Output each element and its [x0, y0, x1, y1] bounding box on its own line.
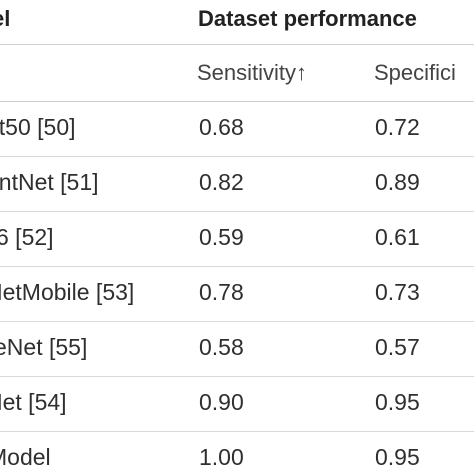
specificity-column-header: Specifici — [374, 60, 456, 85]
table-row: NetMobile [53] 0.78 0.73 — [0, 266, 474, 322]
model-name-cell: eNet [55] — [0, 334, 88, 360]
sensitivity-cell: 0.90 — [199, 389, 244, 415]
table-subheader-row: Sensitivity↑ Specifici — [0, 44, 474, 102]
sensitivity-column-header: Sensitivity↑ — [197, 60, 308, 85]
specificity-cell: 0.73 — [375, 279, 420, 305]
specificity-cell: 0.72 — [375, 114, 420, 140]
sensitivity-cell: 0.68 — [199, 114, 244, 140]
sensitivity-cell: 1.00 — [199, 444, 244, 470]
table-row: eNet [55] 0.58 0.57 — [0, 321, 474, 377]
sensitivity-cell: 0.59 — [199, 224, 244, 250]
table-row: entNet [51] 0.82 0.89 — [0, 156, 474, 212]
specificity-cell: 0.95 — [375, 444, 420, 470]
table-row: Net [54] 0.90 0.95 — [0, 376, 474, 432]
sensitivity-cell: 0.58 — [199, 334, 244, 360]
table-row: 6 [52] 0.59 0.61 — [0, 211, 474, 267]
sensitivity-cell: 0.82 — [199, 169, 244, 195]
specificity-cell: 0.95 — [375, 389, 420, 415]
table-header-row: el Dataset performance — [0, 0, 474, 45]
table-row: et50 [50] 0.68 0.72 — [0, 101, 474, 157]
specificity-cell: 0.57 — [375, 334, 420, 360]
sensitivity-cell: 0.78 — [199, 279, 244, 305]
table-row: Model 1.00 0.95 — [0, 431, 474, 474]
specificity-cell: 0.89 — [375, 169, 420, 195]
model-column-header: el — [0, 6, 11, 31]
model-name-cell: Net [54] — [0, 389, 67, 415]
dataset-performance-header: Dataset performance — [198, 6, 417, 31]
model-name-cell: NetMobile [53] — [0, 279, 135, 305]
model-name-cell: entNet [51] — [0, 169, 99, 195]
model-name-cell: 6 [52] — [0, 224, 54, 250]
model-name-cell: et50 [50] — [0, 114, 76, 140]
model-name-cell: Model — [0, 444, 51, 470]
specificity-cell: 0.61 — [375, 224, 420, 250]
